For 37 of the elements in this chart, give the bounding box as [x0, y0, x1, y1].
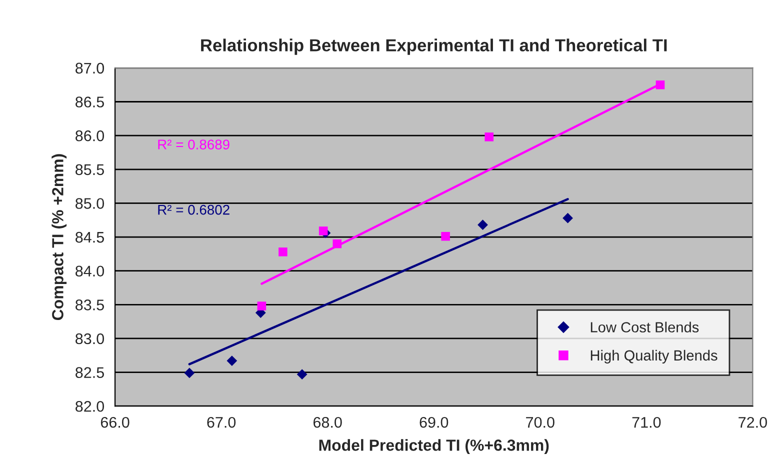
y-tick-label: 84.5	[76, 232, 104, 243]
annotation: R² = 0.6802	[158, 204, 230, 215]
point	[278, 248, 288, 256]
y-tick-label: 82.5	[76, 367, 104, 378]
x-tick-label: 68.0	[313, 416, 342, 428]
chart-title: Relationship Between Experimental TI and Theoretical TI	[201, 38, 667, 55]
y-tick-label: 83.0	[76, 333, 104, 344]
y-tick-label: 83.5	[76, 300, 104, 310]
x-tick-label: 71.0	[632, 416, 661, 428]
point	[296, 369, 308, 380]
annotation: R² = 0.8689	[158, 140, 230, 150]
y-tick-label: 84.0	[76, 266, 104, 277]
point	[441, 232, 450, 241]
point	[318, 226, 328, 236]
y-axis-title: Compact TI (% +2mm)	[52, 154, 67, 320]
x-tick-label: 67.0	[207, 416, 236, 428]
x-tick-label: 72.0	[738, 416, 767, 428]
y-tick-label: 82.0	[76, 400, 104, 412]
legend-label: High Quality Blends	[590, 350, 718, 364]
point	[332, 239, 342, 248]
y-tick-label: 87.0	[76, 62, 104, 74]
x-axis-title: Model Predicted TI (%+6.3mm)	[319, 439, 549, 454]
x-tick-label: 70.0	[526, 416, 554, 428]
x-tick-label: 66.0	[100, 416, 130, 428]
point	[226, 356, 238, 366]
point	[484, 132, 494, 142]
y-tick-label: 86.5	[76, 96, 104, 108]
x-tick-label: 69.0	[420, 416, 448, 428]
point	[562, 212, 573, 224]
point	[478, 220, 488, 230]
point	[257, 302, 266, 310]
y-tick-label: 86.0	[76, 130, 104, 142]
legend-label: Low Cost Blends	[590, 322, 699, 332]
point	[184, 368, 195, 378]
point	[656, 80, 665, 90]
y-tick-label: 85.5	[76, 164, 104, 176]
y-tick-label: 85.0	[76, 198, 104, 209]
